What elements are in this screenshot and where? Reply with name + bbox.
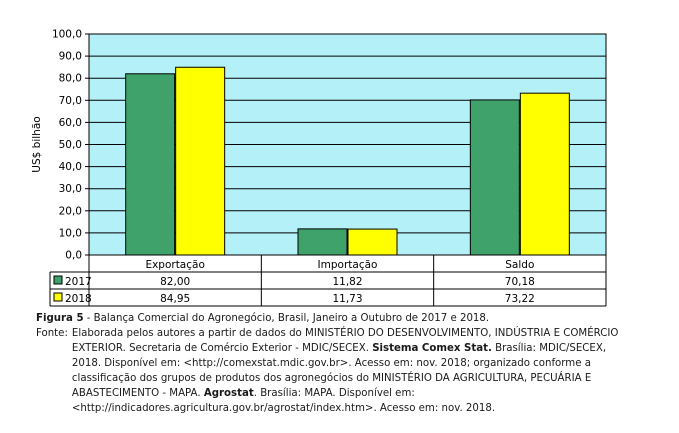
y-tick-label: 60,0 bbox=[59, 117, 82, 129]
source-label: Fonte: bbox=[36, 328, 68, 339]
bar-2018-1 bbox=[347, 228, 398, 256]
y-tick-label: 0,0 bbox=[65, 250, 82, 262]
y-tick-label: 30,0 bbox=[59, 183, 82, 195]
y-tick-label: 100,0 bbox=[52, 29, 82, 41]
figure-label: Figura 5 bbox=[36, 313, 84, 324]
source-text: Elaborada pelos autores a partir de dado… bbox=[72, 326, 636, 416]
y-tick-label: 40,0 bbox=[59, 161, 82, 173]
bar-2018-2 bbox=[519, 92, 570, 256]
y-tick-label: 80,0 bbox=[59, 73, 82, 85]
data-label: 84,95 bbox=[160, 293, 190, 305]
figure-caption: Figura 5 - Balança Comercial do Agronegó… bbox=[36, 311, 636, 416]
bar-2017-0 bbox=[125, 73, 176, 256]
bar-2017-1 bbox=[297, 228, 348, 256]
data-label: 73,22 bbox=[505, 293, 535, 305]
legend-label-2017: 2017 bbox=[65, 276, 92, 288]
data-label: 82,00 bbox=[160, 276, 190, 288]
figure-title: Figura 5 - Balança Comercial do Agronegó… bbox=[36, 311, 636, 326]
figure-title-text: - Balança Comercial do Agronegócio, Bras… bbox=[83, 313, 490, 324]
category-label: Saldo bbox=[505, 259, 534, 271]
source-title-comex: Sistema Comex Stat. bbox=[372, 343, 492, 354]
legend-swatch-2017 bbox=[53, 275, 63, 285]
source-text-part: Brasília: MDIC/SECEX, 2018. Disponível e… bbox=[71, 343, 607, 399]
bar-2018-0 bbox=[175, 66, 226, 256]
source-text-part: . Brasília: MAPA. Disponível em: <http:/… bbox=[71, 388, 496, 414]
bar-chart: 0,0 10,0 20,0 30,0 40,0 50,0 60,0 70,0 80,0 90,0 1… bbox=[31, 29, 607, 307]
y-tick-label: 10,0 bbox=[59, 227, 82, 239]
bars bbox=[125, 66, 570, 256]
y-tick-label: 20,0 bbox=[59, 205, 82, 217]
y-tick-label: 70,0 bbox=[59, 95, 82, 107]
y-tick-label: 50,0 bbox=[59, 139, 82, 151]
y-axis-ticks: 0,0 10,0 20,0 30,0 40,0 50,0 60,0 70,0 80,0 90,0 1… bbox=[52, 29, 82, 262]
data-table: Exportação Importação Saldo 2017 82,00 11,82 7… bbox=[49, 254, 607, 307]
legend-swatch-2018 bbox=[53, 292, 63, 302]
data-label: 11,82 bbox=[332, 276, 362, 288]
category-label: Importação bbox=[318, 259, 378, 271]
bar-2017-2 bbox=[469, 99, 520, 256]
source-title-agrostat: Agrostat bbox=[203, 388, 254, 399]
category-label: Exportação bbox=[145, 259, 204, 271]
y-tick-label: 90,0 bbox=[59, 51, 82, 63]
legend-label-2018: 2018 bbox=[65, 293, 92, 305]
source-note: Fonte: Elaborada pelos autores a partir … bbox=[36, 326, 636, 416]
data-label: 70,18 bbox=[505, 276, 535, 288]
source-text-part: Elaborada pelos autores a partir de dado… bbox=[71, 328, 619, 354]
data-label: 11,73 bbox=[332, 293, 362, 305]
y-axis-label: US$ bilhão bbox=[31, 116, 43, 172]
